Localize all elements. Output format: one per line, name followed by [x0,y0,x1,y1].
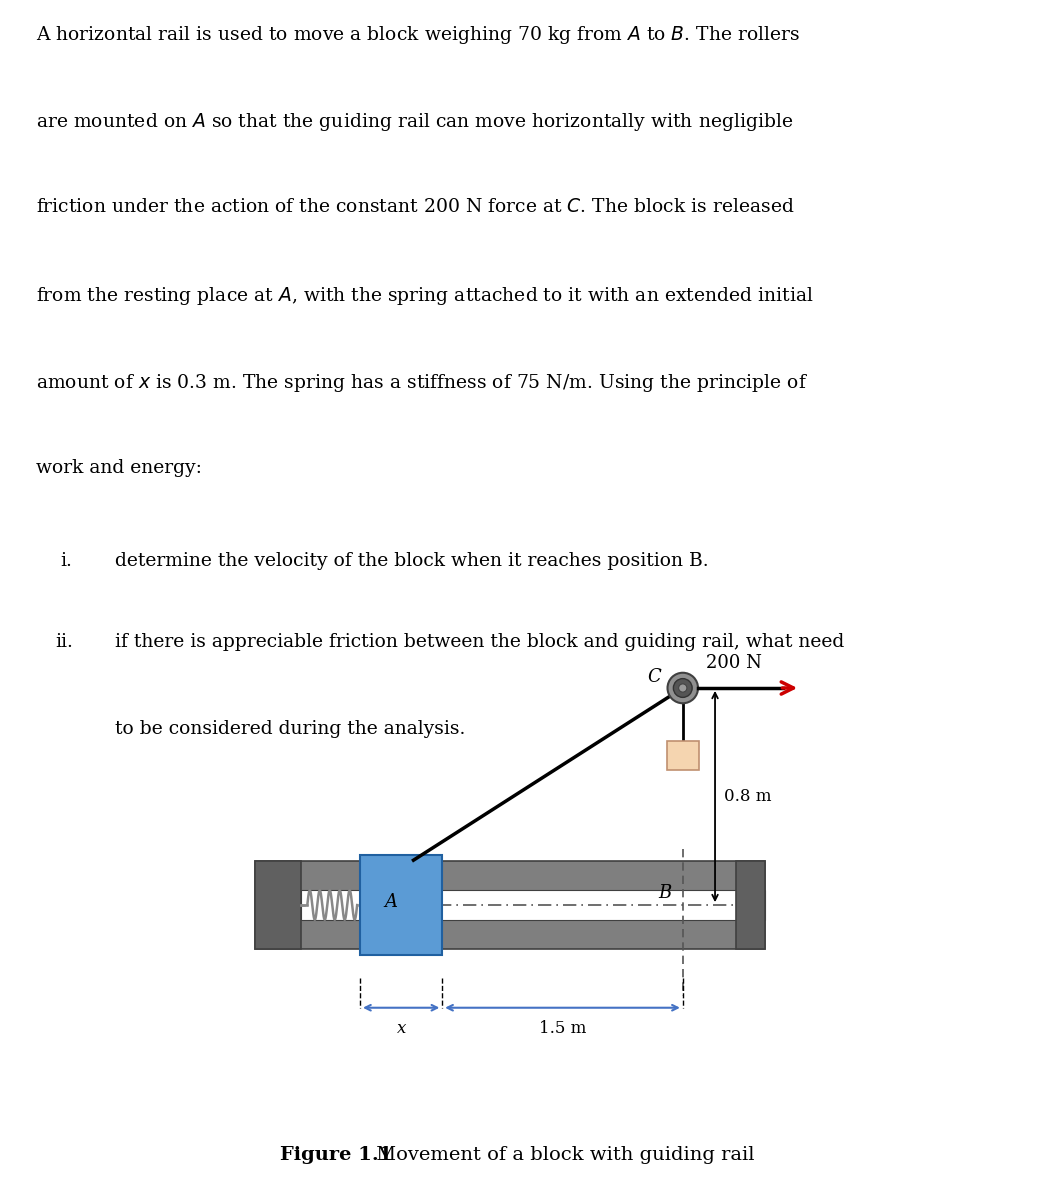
Text: work and energy:: work and energy: [35,458,201,476]
Text: 200 N: 200 N [706,654,762,672]
Text: 0.8 m: 0.8 m [724,788,772,805]
Text: friction under the action of the constant 200 N force at $\it{C}$. The block is : friction under the action of the constan… [35,198,794,216]
Circle shape [673,679,692,697]
Text: B: B [658,884,672,902]
Bar [254,862,765,949]
Text: from the resting place at $\it{A}$, with the spring attached to it with an exten: from the resting place at $\it{A}$, with… [35,284,813,307]
Text: Figure 1.1: Figure 1.1 [280,1146,392,1164]
Text: A: A [385,893,398,911]
Circle shape [668,673,698,703]
Bar [360,856,442,955]
Circle shape [678,684,686,692]
Text: are mounted on $\it{A}$ so that the guiding rail can move horizontally with negl: are mounted on $\it{A}$ so that the guid… [35,110,793,133]
Text: Movement of a block with guiding rail: Movement of a block with guiding rail [370,1146,755,1164]
Text: ii.: ii. [56,632,74,650]
Bar [667,740,699,770]
Text: determine the velocity of the block when it reaches position B.: determine the velocity of the block when… [115,552,709,570]
Text: 1.5 m: 1.5 m [539,1020,586,1037]
Text: x: x [396,1020,405,1037]
Text: i.: i. [60,552,73,570]
Bar [735,862,765,949]
Text: if there is appreciable friction between the block and guiding rail, what need: if there is appreciable friction between… [115,632,844,650]
Text: A horizontal rail is used to move a block weighing 70 kg from $\it{A}$ to $\it{B: A horizontal rail is used to move a bloc… [35,24,800,46]
Bar [302,890,765,919]
Text: to be considered during the analysis.: to be considered during the analysis. [115,720,466,738]
Text: amount of $\it{x}$ is 0.3 m. The spring has a stiffness of 75 N/m. Using the pri: amount of $\it{x}$ is 0.3 m. The spring … [35,372,808,394]
Bar [254,862,302,949]
Text: C: C [648,668,662,686]
